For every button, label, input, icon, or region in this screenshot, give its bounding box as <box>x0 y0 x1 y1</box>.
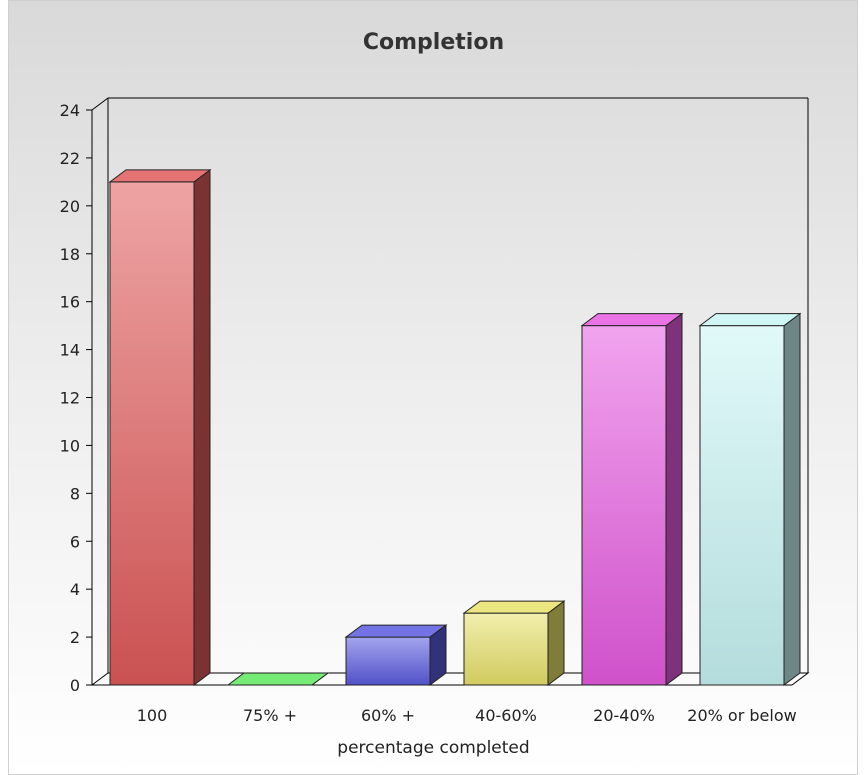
bar-1 <box>226 672 330 686</box>
bar-3 <box>462 600 566 686</box>
bar-4 <box>580 312 684 686</box>
bar-side <box>783 312 801 686</box>
bar-top <box>698 313 802 327</box>
x-axis-title: percentage completed <box>337 738 530 758</box>
bar-top <box>108 169 212 183</box>
bar-front <box>109 181 195 686</box>
x-tick-label: 20-40% <box>593 706 655 725</box>
x-tick-label: 20% or below <box>687 706 796 725</box>
y-tick-label: 6 <box>70 532 80 551</box>
y-tick-label: 14 <box>60 341 80 360</box>
bars <box>108 168 802 686</box>
y-tick-label: 8 <box>70 484 80 503</box>
y-tick-label: 10 <box>60 436 80 455</box>
y-tick-label: 2 <box>70 628 80 647</box>
bar-top <box>226 672 330 686</box>
bar-top <box>462 600 566 614</box>
x-tick-label: 100 <box>137 706 168 725</box>
floor <box>90 672 810 686</box>
bar-front <box>345 636 431 686</box>
x-tick-label: 40-60% <box>475 706 537 725</box>
y-tick-label: 20 <box>60 197 80 216</box>
bar-side <box>547 600 565 686</box>
bar-front <box>581 325 667 686</box>
bar-front <box>463 612 549 686</box>
y-tick-label: 16 <box>60 293 80 312</box>
bar-side <box>193 168 211 686</box>
bar-side <box>665 312 683 686</box>
bar-top <box>344 624 448 638</box>
chart-title: Completion <box>362 30 505 55</box>
x-tick-label: 60% + <box>361 706 415 725</box>
bar-2 <box>344 624 448 686</box>
y-tick-label: 4 <box>70 580 80 599</box>
y-tick-label: 22 <box>60 149 80 168</box>
y-tick-label: 12 <box>60 389 80 408</box>
y-tick-label: 24 <box>60 101 80 120</box>
bar-5 <box>698 312 802 686</box>
x-tick-labels: 100 75% + 60% + 40-60% 20-40% 20% or below <box>137 706 797 725</box>
x-tick-label: 75% + <box>243 706 297 725</box>
y-axis-depth-line <box>91 97 109 111</box>
y-tick-label: 18 <box>60 245 80 264</box>
bar-front <box>699 325 785 686</box>
bar-top <box>580 313 684 327</box>
y-tick-label: 0 <box>70 676 80 695</box>
bar-0 <box>108 168 212 686</box>
